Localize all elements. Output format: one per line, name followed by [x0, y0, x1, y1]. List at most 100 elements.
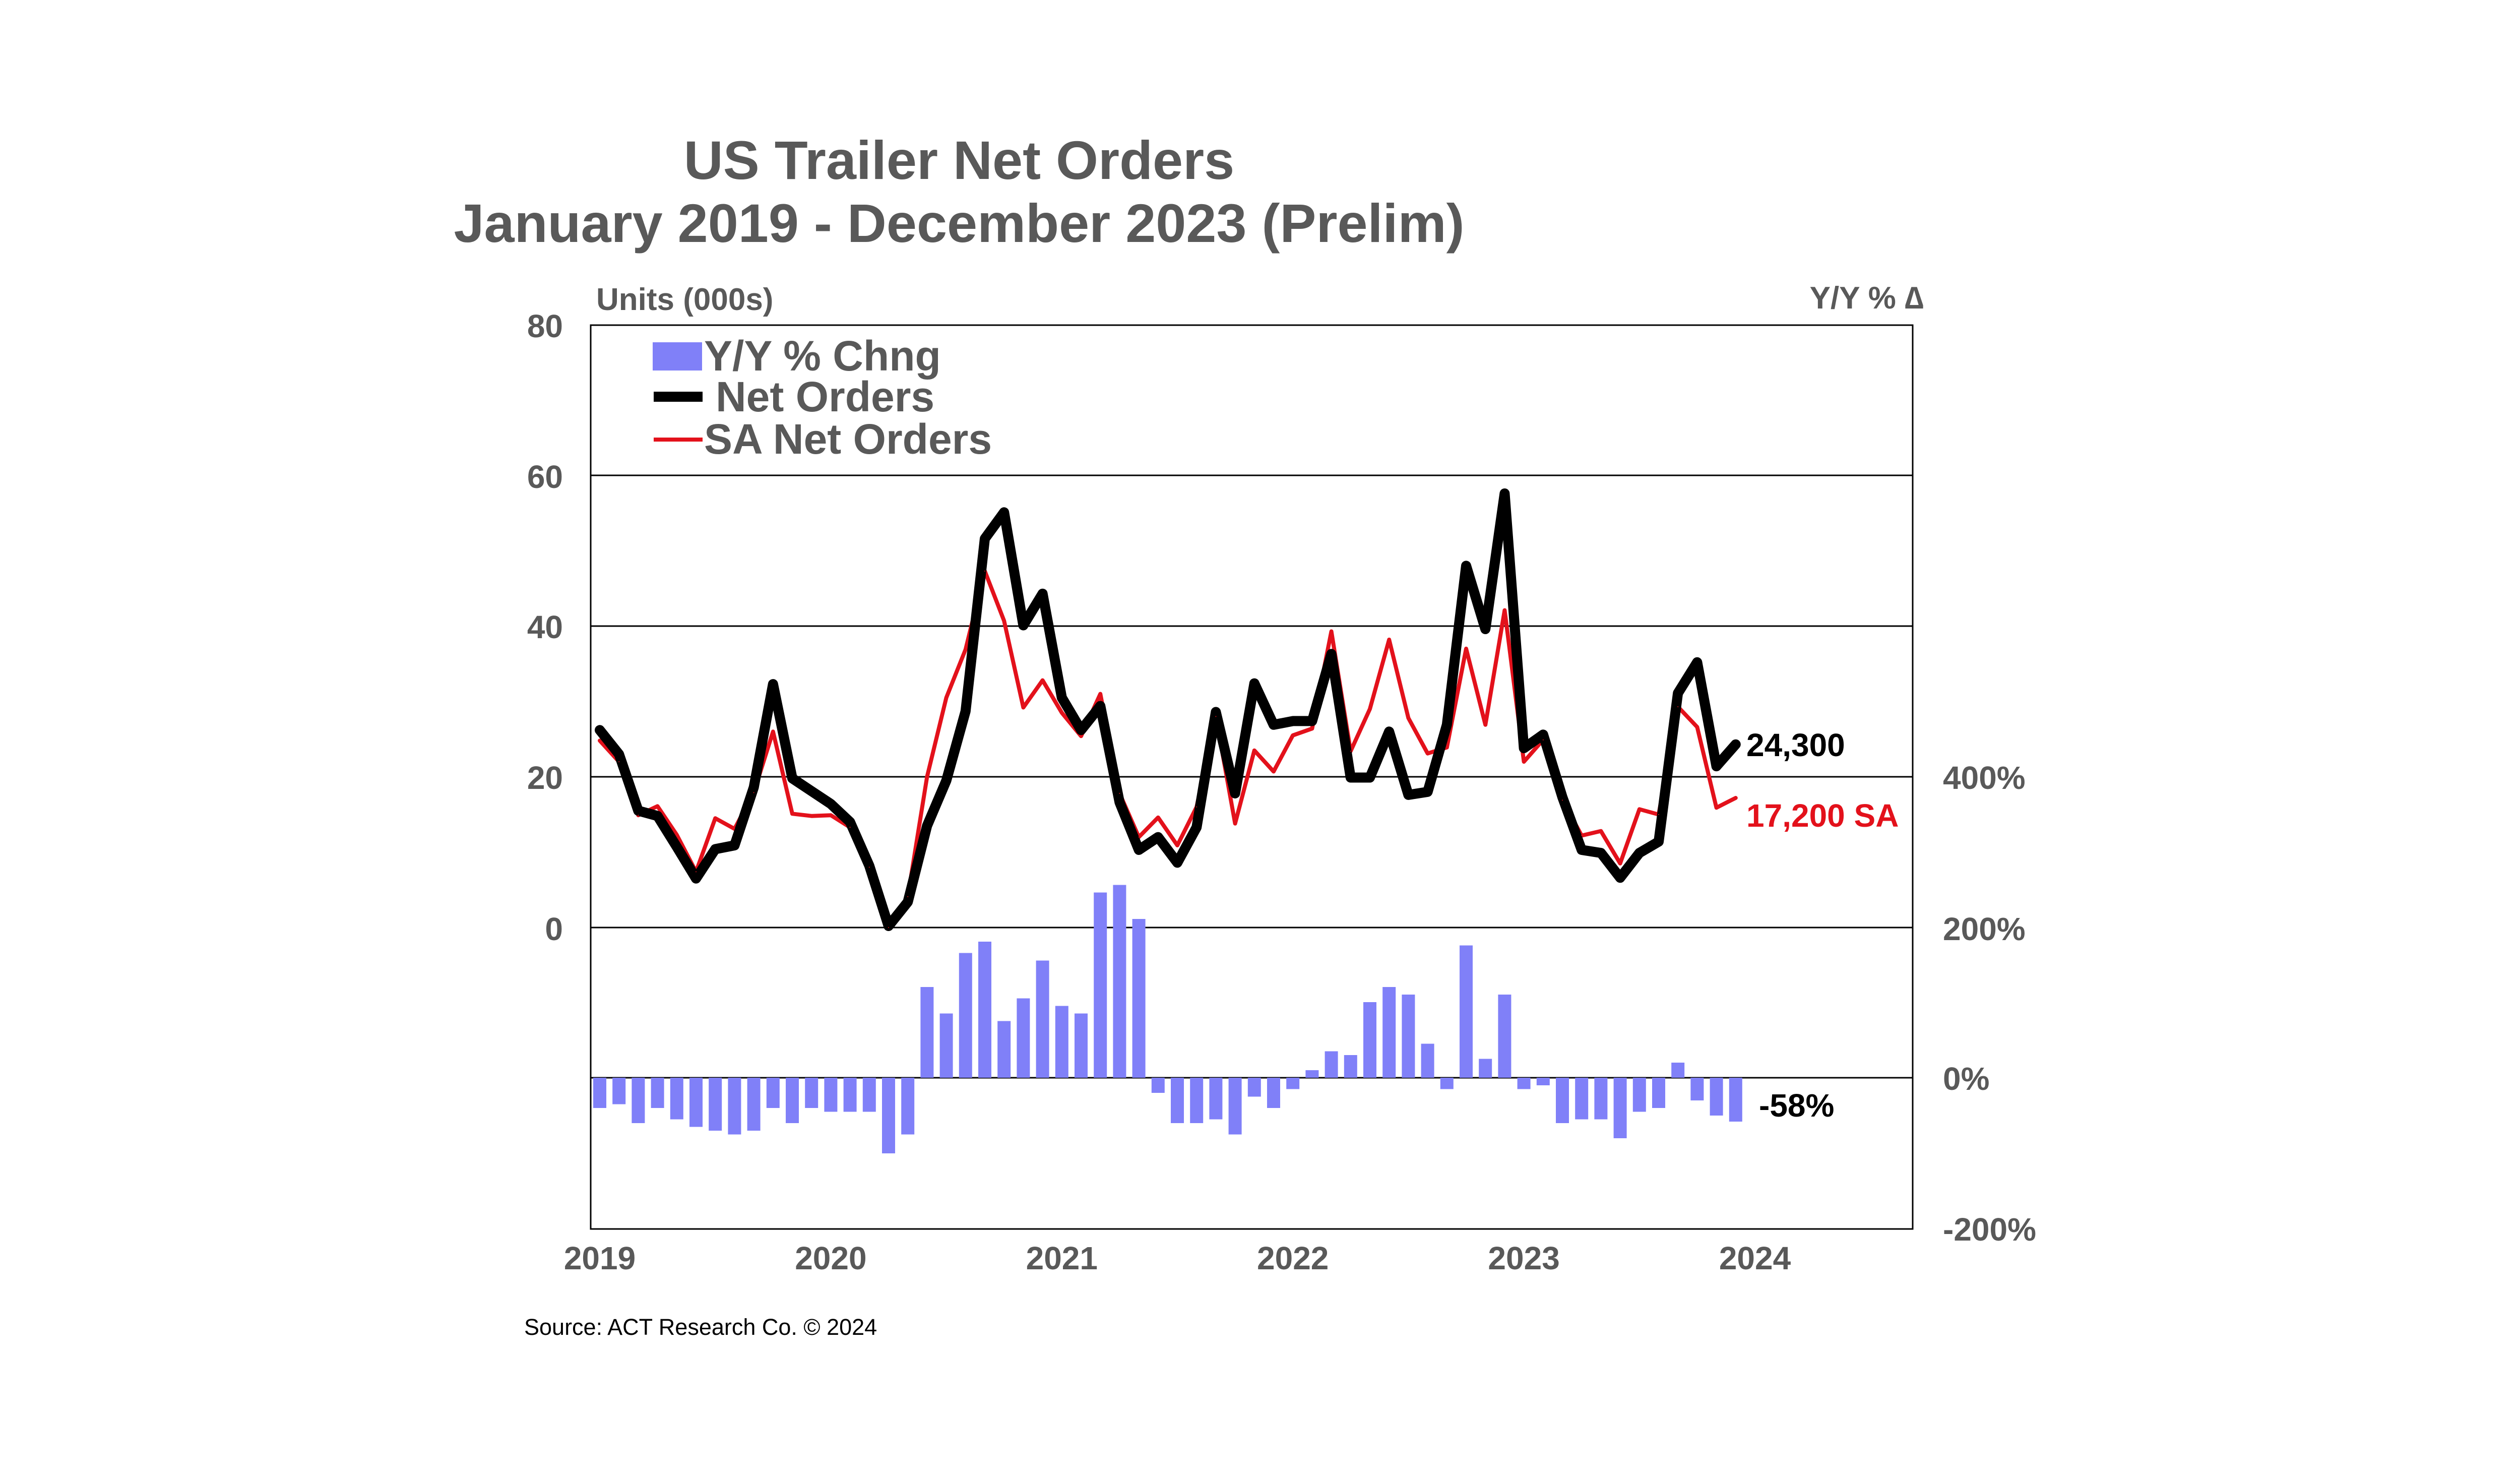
yoy-bar — [1075, 1013, 1088, 1078]
net-orders-point — [946, 780, 947, 781]
net-orders-point — [1619, 877, 1621, 879]
net-orders-point — [1119, 802, 1120, 803]
chart-subtitle: January 2019 - December 2023 (Prelim) — [454, 193, 1464, 254]
legend: Y/Y % Chng Net Orders SA Net Orders — [653, 332, 992, 463]
net-orders-line — [595, 488, 1741, 931]
annotation-sa-last: 17,200 SA — [1746, 797, 1899, 834]
sa-net-orders-point — [734, 828, 735, 830]
sa-net-orders-point — [1523, 761, 1525, 763]
yoy-bar — [1132, 919, 1146, 1078]
yoy-bar — [1440, 1078, 1454, 1089]
net-orders-point — [1081, 729, 1082, 731]
annotation-net-last: 24,300 — [1746, 727, 1845, 763]
net-orders-point — [1177, 862, 1178, 864]
yoy-bar — [1055, 1006, 1068, 1078]
yoy-bar — [1556, 1078, 1569, 1123]
sa-net-orders-point — [1619, 862, 1621, 864]
sa-net-orders-point — [830, 815, 832, 816]
yoy-bar — [1344, 1055, 1357, 1078]
net-orders-point — [1523, 748, 1525, 749]
sa-net-orders-point — [1215, 716, 1217, 717]
net-orders-point — [1023, 625, 1024, 626]
net-orders-point — [792, 777, 793, 779]
sa-net-orders-point — [1138, 836, 1140, 838]
sa-net-orders-point — [772, 731, 774, 732]
yoy-bar — [1632, 1078, 1646, 1112]
yoy-bar — [1613, 1078, 1627, 1138]
left-tick: 40 — [527, 609, 563, 645]
left-tick: 0 — [545, 911, 563, 947]
yoy-bar — [1517, 1078, 1531, 1089]
left-tick: 80 — [527, 308, 563, 344]
net-orders-point — [1234, 792, 1236, 794]
x-tick: 2023 — [1488, 1240, 1559, 1276]
net-orders-point — [1466, 565, 1467, 567]
sa-net-orders-point — [1273, 771, 1274, 772]
net-orders-point — [830, 803, 832, 805]
yoy-bar — [728, 1078, 741, 1135]
sa-net-orders-point — [1389, 639, 1390, 640]
sa-net-orders-point — [1311, 728, 1313, 729]
net-orders-point — [753, 786, 754, 788]
yoy-bar — [766, 1078, 780, 1108]
yoy-bars — [593, 885, 1742, 1153]
annotation-yoy-last: -58% — [1759, 1087, 1834, 1124]
yoy-bar — [632, 1078, 645, 1123]
yoy-bar — [1363, 1002, 1376, 1078]
net-orders-point — [1677, 693, 1679, 694]
sa-net-orders-point — [1427, 753, 1428, 754]
net-orders-point — [868, 865, 870, 867]
sa-net-orders-point — [657, 806, 658, 807]
sa-net-orders-line — [598, 569, 1738, 930]
yoy-bar — [1729, 1078, 1742, 1122]
legend-swatch-yoy — [653, 342, 702, 371]
net-orders-point — [1273, 724, 1274, 725]
net-orders-point — [965, 710, 966, 712]
legend-label-yoy: Y/Y % Chng — [704, 332, 941, 380]
yoy-bar — [1286, 1078, 1300, 1089]
yoy-bar — [1382, 987, 1396, 1078]
net-orders-point — [1292, 720, 1294, 722]
net-orders-point — [1504, 492, 1505, 494]
sa-net-orders-point — [984, 570, 985, 572]
yoy-bar — [1228, 1078, 1242, 1135]
yoy-bar — [670, 1078, 683, 1120]
sa-net-orders-point — [1292, 734, 1294, 736]
legend-label-sa: SA Net Orders — [704, 415, 992, 463]
net-orders-point — [849, 821, 851, 823]
yoy-bar — [920, 987, 934, 1078]
x-tick: 2020 — [795, 1240, 866, 1276]
yoy-bar — [1305, 1070, 1319, 1078]
x-tick: 2021 — [1026, 1240, 1098, 1276]
sa-net-orders-point — [1177, 845, 1178, 846]
yoy-bar — [1325, 1051, 1338, 1078]
yoy-bar — [939, 1013, 953, 1078]
net-orders-point — [1562, 796, 1563, 798]
yoy-bar — [651, 1078, 664, 1108]
yoy-bar — [901, 1078, 915, 1135]
sa-net-orders-point — [1735, 797, 1736, 798]
net-orders-point — [1350, 777, 1351, 778]
legend-label-net: Net Orders — [716, 373, 934, 420]
net-orders-point — [984, 538, 985, 539]
sa-net-orders-point — [946, 697, 947, 699]
sa-net-orders-points — [599, 570, 1736, 928]
sa-net-orders-point — [1466, 648, 1467, 649]
right-tick: 0% — [1943, 1061, 1990, 1097]
net-orders-point — [734, 845, 735, 846]
yoy-bar — [843, 1078, 857, 1112]
sa-net-orders-point — [1446, 747, 1447, 748]
yoy-bar — [1113, 885, 1126, 1078]
sa-net-orders-point — [715, 818, 716, 819]
yoy-bar — [1209, 1078, 1223, 1120]
sa-net-orders-point — [1542, 739, 1544, 741]
sa-net-orders-point — [676, 834, 677, 836]
right-tick: -200% — [1943, 1211, 2036, 1248]
sa-net-orders-point — [792, 813, 793, 815]
net-orders-point — [1138, 849, 1140, 851]
sa-net-orders-point — [1234, 823, 1236, 824]
net-orders-point — [1427, 791, 1428, 792]
net-orders-point — [1696, 661, 1698, 663]
x-tick: 2022 — [1257, 1240, 1329, 1276]
